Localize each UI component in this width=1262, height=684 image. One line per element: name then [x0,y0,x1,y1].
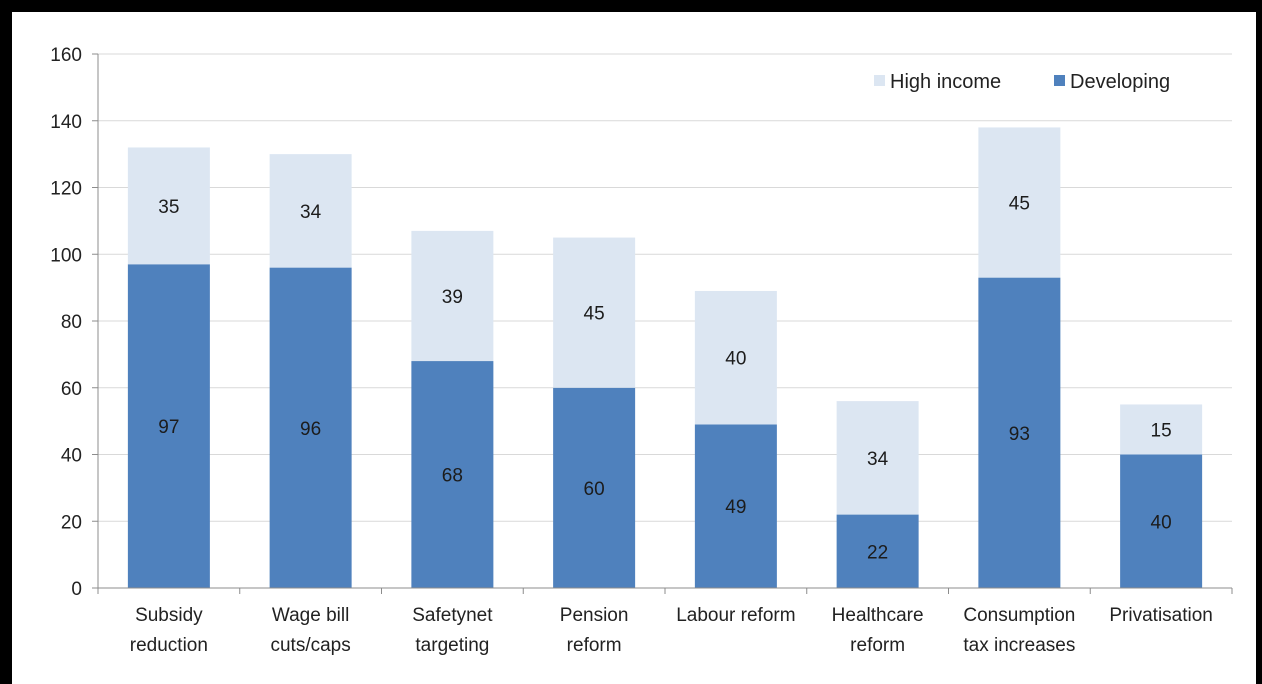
bar-developing [836,514,919,588]
x-category-label-line: Consumption [963,605,1075,626]
x-category-label-line: reform [567,635,622,656]
bars [127,127,1203,588]
y-tick-label: 60 [61,379,82,400]
legend-label: Developing [1070,71,1170,93]
data-label-high-income: 35 [158,197,179,218]
x-category-label: Wage bill cuts/caps [270,605,350,656]
data-label-high-income: 39 [442,287,463,308]
legend-swatch [1054,75,1065,86]
bar-high-income [269,154,352,268]
data-label-developing: 60 [584,479,605,500]
bar-high-income [553,237,636,388]
data-label-developing: 68 [442,466,463,487]
legend-label: High income [890,71,1001,93]
y-tick-label: 40 [61,446,82,467]
data-label-developing: 93 [1009,424,1030,445]
data-label-developing: 22 [867,542,888,563]
data-label-developing: 49 [725,497,746,518]
bar-high-income [978,127,1061,278]
bar-developing [978,277,1061,588]
x-category-label: Privatisation [1109,605,1213,626]
bar-developing [694,424,777,588]
bar-developing [127,264,210,588]
stacked-bar-chart: 0 20 40 60 80 100 120 140 160 Subsidy reduction Wag… [50,45,1233,656]
data-label-high-income: 40 [725,349,746,370]
bar-high-income [694,290,777,425]
x-category-label-line: Labour reform [676,605,795,626]
y-tick-label: 100 [50,245,82,266]
bar-high-income [836,401,919,515]
x-category-label-line: Privatisation [1109,605,1213,626]
x-category-label-line: Wage bill [272,605,349,626]
bar-high-income [127,147,210,265]
bar-high-income [411,230,494,362]
legend-item-high-income: High income [874,71,1001,93]
gridlines [98,53,1232,522]
x-category-label: Healthcare reform [832,605,924,656]
x-category-label: Pension reform [560,605,629,656]
data-label-high-income: 15 [1151,420,1172,441]
x-category-label-line: Subsidy [135,605,203,626]
y-tick-label: 20 [61,512,82,533]
chart-frame: 0 20 40 60 80 100 120 140 160 Subsidy reduction Wag… [12,12,1256,684]
y-tick-label: 80 [61,312,82,333]
y-tick-label: 160 [50,45,82,66]
x-category-label: Subsidy reduction [130,605,208,656]
x-category-label-line: targeting [415,635,489,656]
x-category-label: Safetynet targeting [412,605,493,656]
y-tick-label: 0 [71,579,82,600]
value-labels: 97 35 96 34 68 39 60 45 49 40 22 34 93 45 40 15 [158,194,1171,564]
legend-swatch [874,75,885,86]
bar-developing [411,361,494,588]
bar-developing [553,387,636,588]
data-label-high-income: 45 [584,304,605,325]
x-category-label: Consumption tax increases [963,605,1075,656]
x-category-label-line: tax increases [963,635,1075,656]
y-tick-label: 140 [50,112,82,133]
axes: 0 20 40 60 80 100 120 140 160 Subsidy reduction Wag… [50,45,1233,656]
data-label-high-income: 34 [300,202,322,223]
data-label-developing: 40 [1151,512,1172,533]
x-category-label-line: reform [850,635,905,656]
x-category-label: Labour reform [676,605,795,626]
x-category-label-line: reduction [130,635,208,656]
data-label-high-income: 34 [867,449,889,470]
x-category-label-line: Pension [560,605,629,626]
x-category-label-line: Healthcare [832,605,924,626]
bar-developing [269,267,352,588]
data-label-developing: 96 [300,419,321,440]
legend: High income Developing [874,71,1170,93]
y-tick-label: 120 [50,179,82,200]
data-label-high-income: 45 [1009,194,1030,215]
legend-item-developing: Developing [1054,71,1170,93]
bar-developing [1120,454,1203,588]
x-category-label-line: cuts/caps [270,635,350,656]
data-label-developing: 97 [158,417,179,438]
bar-high-income [1120,404,1203,455]
x-category-label-line: Safetynet [412,605,493,626]
